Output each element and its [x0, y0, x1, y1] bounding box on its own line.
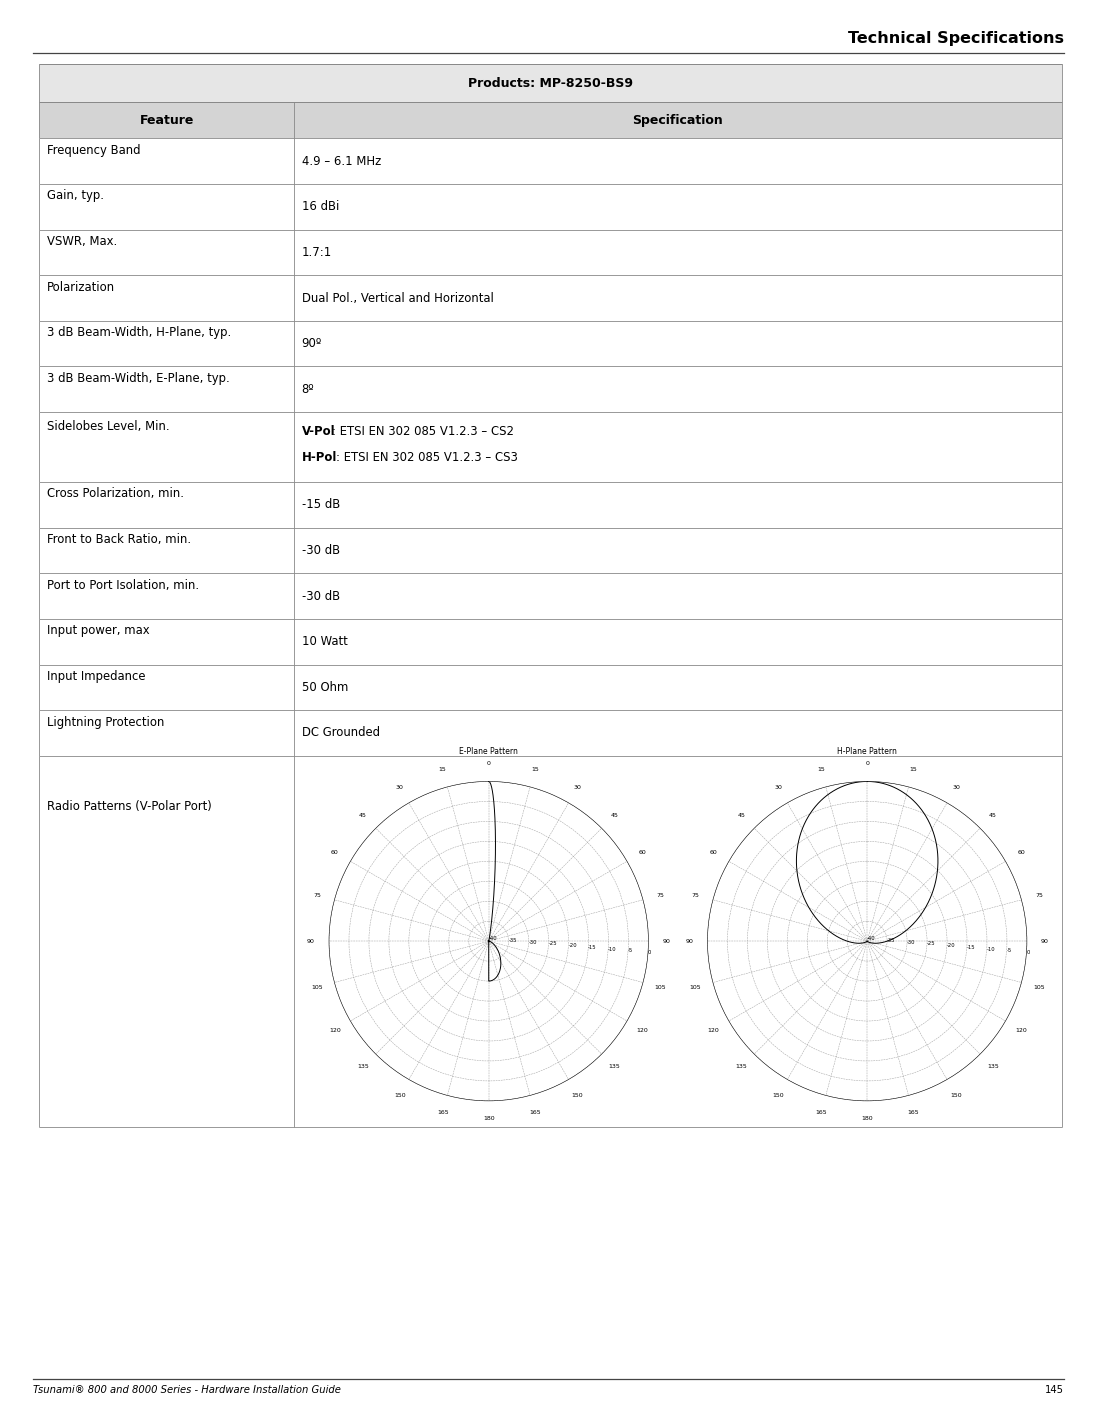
Bar: [39, 64, 1062, 103]
Text: 50 Ohm: 50 Ohm: [302, 680, 348, 694]
Text: DC Grounded: DC Grounded: [302, 726, 380, 740]
Title: H-Plane Pattern: H-Plane Pattern: [837, 747, 897, 756]
Text: Technical Specifications: Technical Specifications: [848, 31, 1064, 47]
Text: 16 dBi: 16 dBi: [302, 200, 339, 214]
Text: Frequency Band: Frequency Band: [47, 144, 140, 157]
Text: 4.9 – 6.1 MHz: 4.9 – 6.1 MHz: [302, 154, 381, 168]
Text: Gain, typ.: Gain, typ.: [47, 190, 104, 202]
Text: Polarization: Polarization: [47, 281, 115, 294]
Text: Dual Pol., Vertical and Horizontal: Dual Pol., Vertical and Horizontal: [302, 291, 494, 305]
Text: 10 Watt: 10 Watt: [302, 635, 348, 649]
Text: : ETSI EN 302 085 V1.2.3 – CS3: : ETSI EN 302 085 V1.2.3 – CS3: [336, 451, 518, 463]
Text: Front to Back Ratio, min.: Front to Back Ratio, min.: [47, 533, 191, 546]
Bar: [39, 101, 294, 138]
Text: -15 dB: -15 dB: [302, 498, 340, 512]
Text: Feature: Feature: [139, 114, 194, 127]
Text: VSWR, Max.: VSWR, Max.: [47, 235, 117, 248]
Text: Specification: Specification: [633, 114, 723, 127]
Text: V-Pol: V-Pol: [302, 425, 336, 438]
Text: Products: MP-8250-BS9: Products: MP-8250-BS9: [468, 77, 633, 90]
Text: 3 dB Beam-Width, E-Plane, typ.: 3 dB Beam-Width, E-Plane, typ.: [47, 372, 230, 385]
Text: Input power, max: Input power, max: [47, 625, 150, 637]
Text: 145: 145: [1045, 1385, 1064, 1395]
Text: Port to Port Isolation, min.: Port to Port Isolation, min.: [47, 579, 200, 592]
Text: H-Pol: H-Pol: [302, 451, 337, 463]
Text: -30 dB: -30 dB: [302, 543, 340, 558]
Text: Input Impedance: Input Impedance: [47, 670, 146, 683]
Bar: [294, 101, 1062, 138]
Text: : ETSI EN 302 085 V1.2.3 – CS2: : ETSI EN 302 085 V1.2.3 – CS2: [332, 425, 514, 438]
Text: Lightning Protection: Lightning Protection: [47, 716, 165, 729]
Text: 8º: 8º: [302, 382, 315, 396]
Text: Sidelobes Level, Min.: Sidelobes Level, Min.: [47, 421, 170, 434]
Text: Tsunami® 800 and 8000 Series - Hardware Installation Guide: Tsunami® 800 and 8000 Series - Hardware …: [33, 1385, 341, 1395]
Title: E-Plane Pattern: E-Plane Pattern: [460, 747, 518, 756]
Text: Radio Patterns (V-Polar Port): Radio Patterns (V-Polar Port): [47, 800, 212, 813]
Text: 90º: 90º: [302, 337, 321, 351]
Text: -30 dB: -30 dB: [302, 589, 340, 603]
Text: Cross Polarization, min.: Cross Polarization, min.: [47, 488, 184, 501]
Text: 1.7:1: 1.7:1: [302, 245, 332, 260]
Text: 3 dB Beam-Width, H-Plane, typ.: 3 dB Beam-Width, H-Plane, typ.: [47, 327, 231, 339]
